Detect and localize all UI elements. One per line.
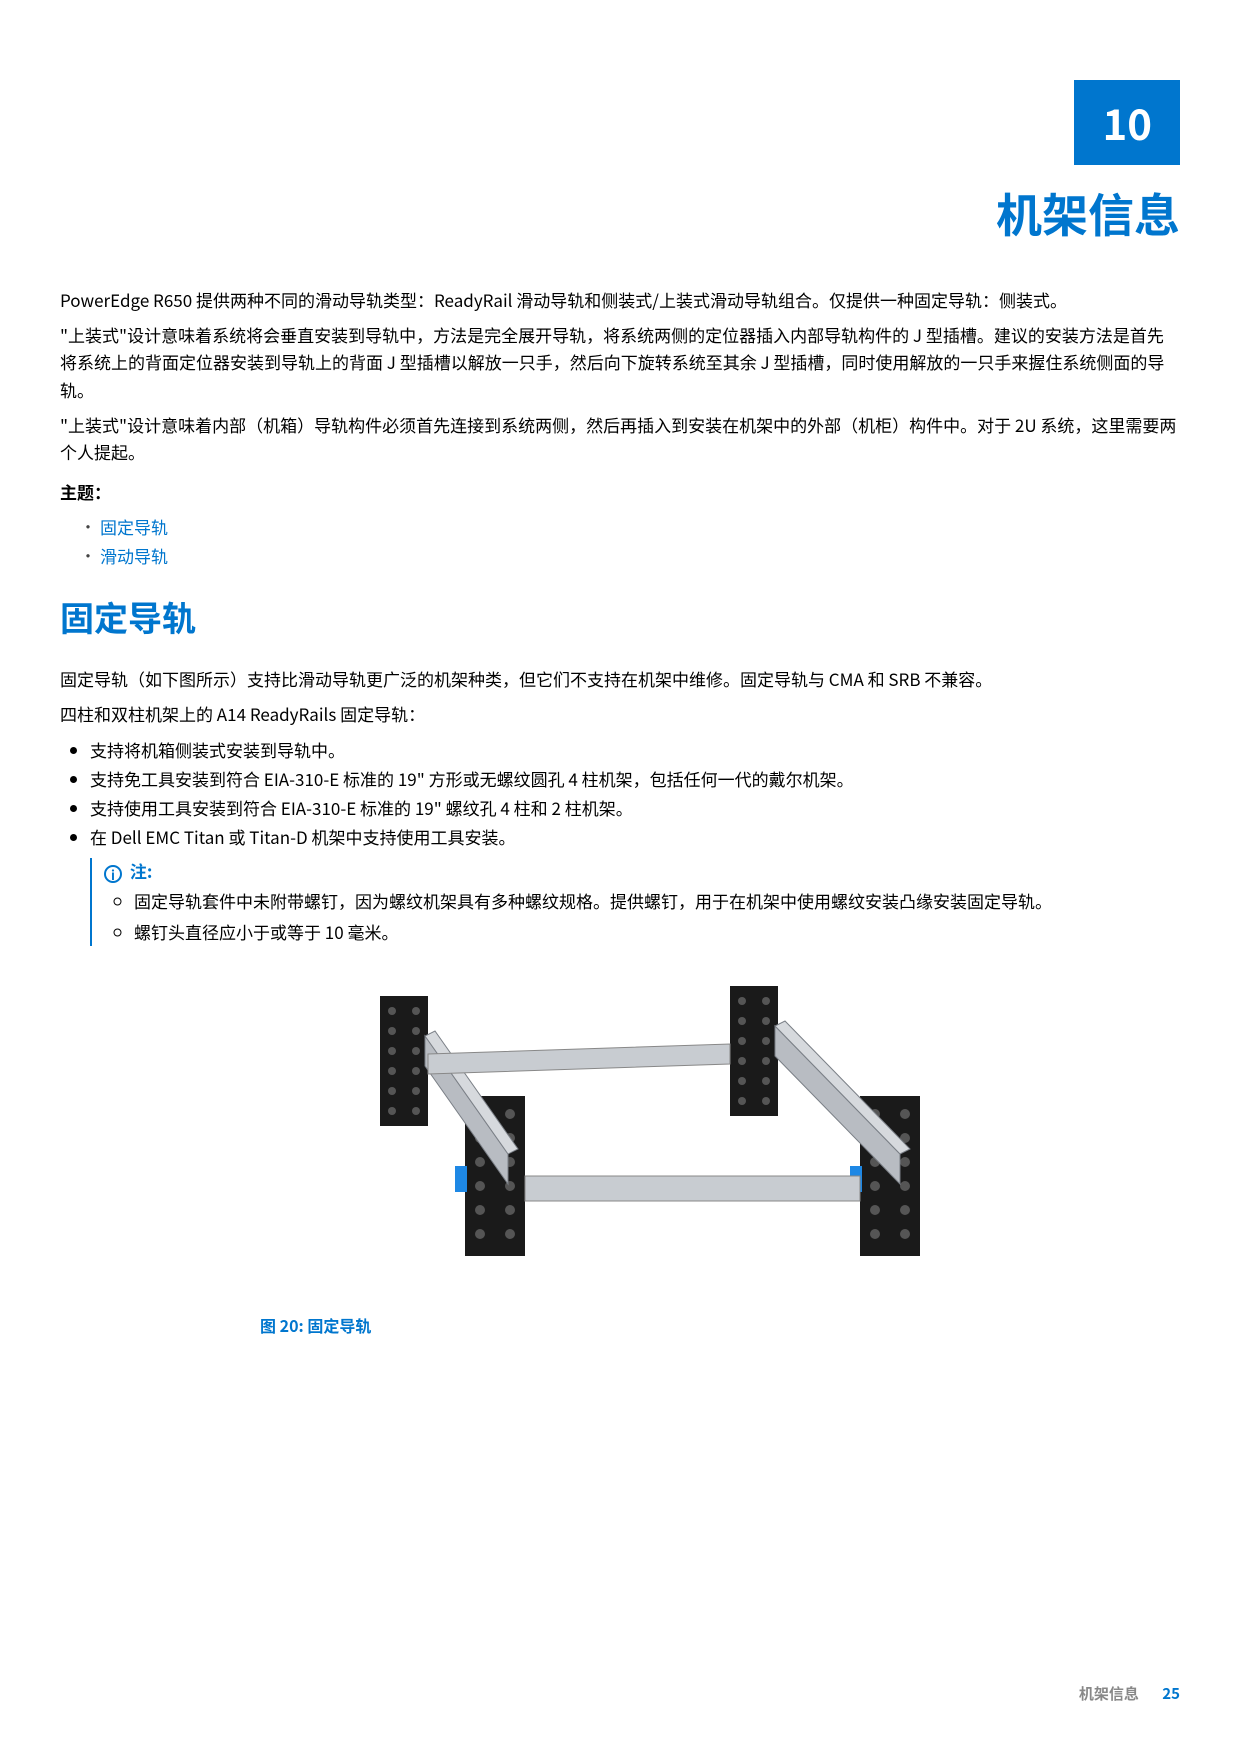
intro-paragraph-3: "上装式"设计意味着内部（机箱）导轨构件必须首先连接到系统两侧，然后再插入到安装… — [60, 411, 1180, 465]
feature-bullet: 支持免工具安装到符合 EIA-310-E 标准的 19" 方形或无螺纹圆孔 4 … — [90, 765, 1180, 792]
topic-item: 固定导轨 — [80, 514, 1180, 539]
topic-link-sliding-rails[interactable]: 滑动导轨 — [100, 543, 168, 568]
feature-bullet: 支持将机箱侧装式安装到导轨中。 — [90, 736, 1180, 763]
section-heading-fixed-rails: 固定导轨 — [60, 592, 1180, 641]
note-label: 注: — [130, 858, 153, 883]
note-header: i 注: — [104, 858, 1180, 883]
topics-list: 固定导轨 滑动导轨 — [60, 514, 1180, 568]
feature-bullet-list: 支持将机箱侧装式安装到导轨中。 支持免工具安装到符合 EIA-310-E 标准的… — [60, 736, 1180, 851]
note-item: 螺钉头直径应小于或等于 10 毫米。 — [134, 918, 1180, 945]
topic-link-fixed-rails[interactable]: 固定导轨 — [100, 514, 168, 539]
chapter-number-box: 10 — [1074, 80, 1180, 165]
note-list: 固定导轨套件中未附带螺钉，因为螺纹机架具有多种螺纹规格。提供螺钉，用于在机架中使… — [104, 887, 1180, 945]
chapter-number: 10 — [1102, 92, 1152, 153]
section-intro: 固定导轨（如下图所示）支持比滑动导轨更广泛的机架种类，但它们不支持在机架中维修。… — [60, 665, 1180, 692]
feature-bullet: 支持使用工具安装到符合 EIA-310-E 标准的 19" 螺纹孔 4 柱和 2… — [90, 794, 1180, 821]
page-title: 机架信息 — [60, 180, 1180, 246]
intro-paragraph-2: "上装式"设计意味着系统将会垂直安装到导轨中，方法是完全展开导轨，将系统两侧的定… — [60, 321, 1180, 403]
intro-paragraph-1: PowerEdge R650 提供两种不同的滑动导轨类型：ReadyRail 滑… — [60, 286, 1180, 313]
feature-bullet: 在 Dell EMC Titan 或 Titan-D 机架中支持使用工具安装。 — [90, 823, 1180, 850]
figure-fixed-rails: 图 20: 固定导轨 — [260, 966, 980, 1337]
footer-section-title: 机架信息 — [1079, 1683, 1139, 1704]
note-item: 固定导轨套件中未附带螺钉，因为螺纹机架具有多种螺纹规格。提供螺钉，用于在机架中使… — [134, 887, 1180, 914]
page-footer: 机架信息 25 — [1079, 1683, 1180, 1704]
section-subintro: 四柱和双柱机架上的 A14 ReadyRails 固定导轨： — [60, 700, 1180, 727]
figure-caption: 图 20: 固定导轨 — [260, 1313, 980, 1337]
note-box: i 注: 固定导轨套件中未附带螺钉，因为螺纹机架具有多种螺纹规格。提供螺钉，用于… — [90, 858, 1180, 945]
topic-item: 滑动导轨 — [80, 543, 1180, 568]
topics-label: 主题： — [60, 479, 1180, 504]
footer-page-number: 25 — [1162, 1683, 1180, 1704]
rail-diagram-icon — [260, 966, 980, 1296]
info-icon: i — [104, 865, 122, 883]
